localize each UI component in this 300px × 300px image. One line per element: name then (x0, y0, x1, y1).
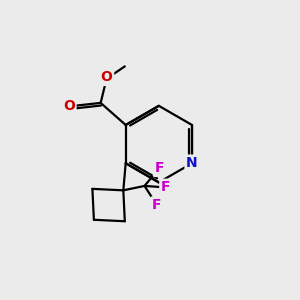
Text: O: O (100, 70, 112, 84)
Text: F: F (161, 180, 170, 194)
Text: F: F (154, 161, 164, 175)
Text: O: O (63, 99, 75, 113)
Text: N: N (186, 156, 198, 170)
Text: F: F (152, 198, 162, 212)
